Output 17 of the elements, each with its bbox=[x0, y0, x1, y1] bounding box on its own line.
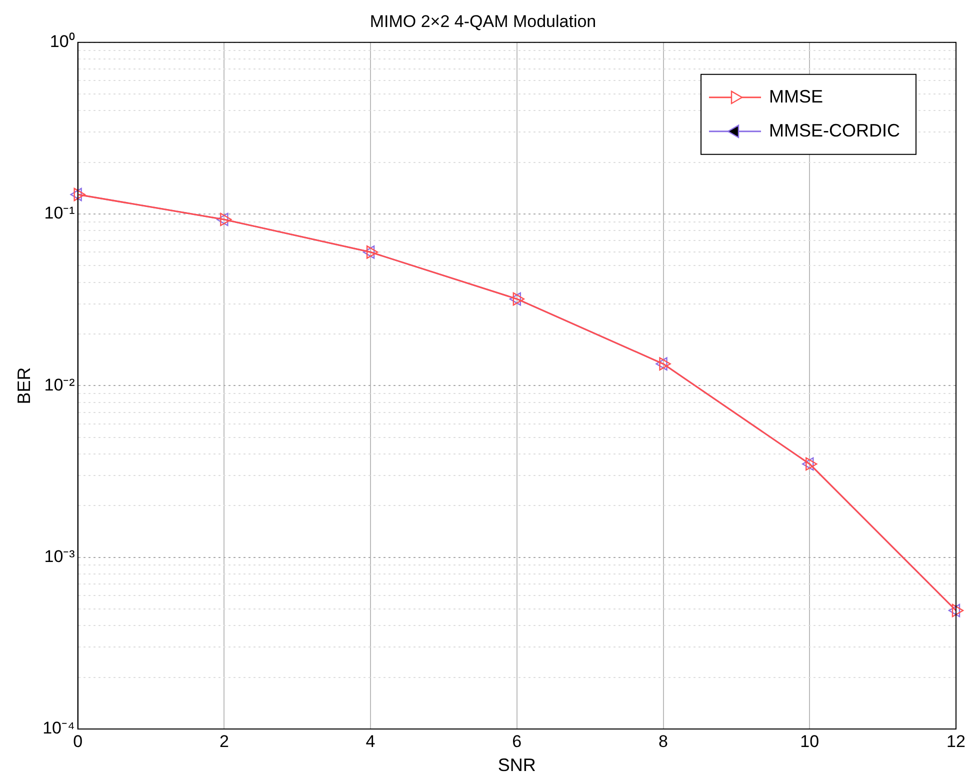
x-axis-title: SNR bbox=[498, 755, 536, 776]
x-tick-label: 2 bbox=[219, 732, 229, 751]
legend-label: MMSE-CORDIC bbox=[769, 120, 900, 140]
x-tick-label: 6 bbox=[512, 732, 522, 751]
x-tick-label: 12 bbox=[946, 732, 966, 751]
y-axis-title: BER bbox=[14, 367, 34, 404]
legend-label: MMSE bbox=[769, 86, 824, 106]
y-tick-label: 10⁻² bbox=[44, 375, 76, 394]
x-tick-label: 8 bbox=[658, 732, 668, 751]
chart-title: MIMO 2×2 4-QAM Modulation bbox=[370, 12, 596, 31]
x-tick-label: 0 bbox=[73, 732, 83, 751]
y-tick-label: 10⁻¹ bbox=[44, 204, 76, 223]
x-tick-label: 4 bbox=[366, 732, 376, 751]
x-tick-label: 10 bbox=[800, 732, 820, 751]
y-tick-label: 10⁰ bbox=[50, 32, 75, 52]
y-tick-label: 10⁻⁴ bbox=[42, 718, 75, 738]
y-tick-label: 10⁻³ bbox=[44, 547, 76, 566]
